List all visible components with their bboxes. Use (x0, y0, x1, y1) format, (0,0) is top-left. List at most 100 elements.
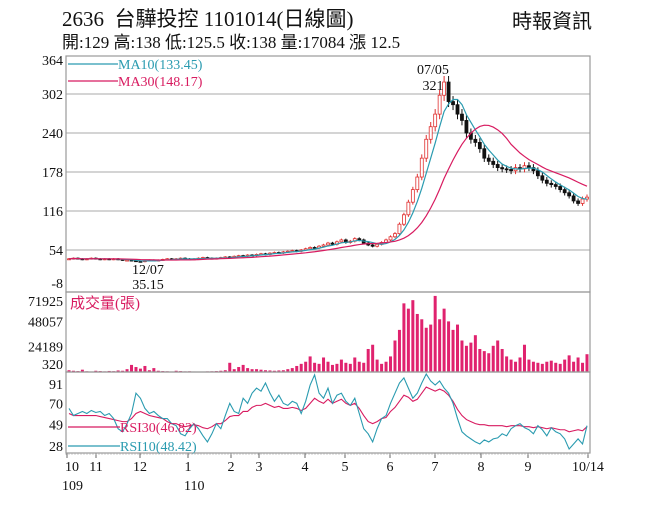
candle-body (576, 200, 580, 204)
month-label: 4 (302, 460, 309, 475)
candle-body (370, 244, 375, 247)
volume-tick-label: 71925 (28, 295, 63, 310)
volume-bar (290, 368, 294, 372)
candle-body (451, 101, 455, 106)
volume-bar (80, 369, 84, 372)
volume-bar (460, 340, 464, 372)
volume-bar (531, 361, 535, 372)
candle-body (406, 201, 411, 216)
candle-body (433, 113, 438, 128)
volume-bar (228, 362, 232, 372)
price-tick-label: 364 (42, 54, 63, 69)
volume-bar (326, 361, 330, 372)
price-tick-label: 302 (42, 88, 63, 103)
month-label: 5 (342, 460, 349, 475)
volume-bar (456, 324, 459, 372)
volume-bar (429, 324, 433, 372)
volume-bar (348, 363, 352, 372)
price-tick-label: 178 (42, 166, 63, 181)
volume-bar (219, 370, 223, 372)
quote-summary: 開:129 高:138 低:125.5 收:138 量:17084 漲 12.5 (62, 33, 400, 52)
volume-bar (152, 368, 156, 372)
ma10-legend: MA10(133.45) (118, 58, 203, 73)
volume-bar (335, 363, 339, 372)
candle-body (527, 165, 531, 168)
rsi-tick-label: 91 (49, 378, 63, 393)
volume-bar (237, 367, 241, 372)
rsi10-legend: RSI10(48.42) (120, 440, 197, 455)
rsi-tick-label: 70 (49, 397, 63, 412)
candle-body (415, 176, 420, 191)
candle-body (388, 236, 393, 241)
volume-bar (246, 368, 250, 372)
rsi-tick-label: 49 (49, 419, 63, 434)
volume-bar (121, 370, 125, 372)
candle-body (477, 142, 482, 150)
volume-bar (558, 363, 562, 372)
candle-body (357, 238, 362, 241)
volume-bar (402, 303, 406, 372)
high-value-label: 321 (423, 79, 444, 94)
candle-body (402, 214, 406, 225)
volume-bar (509, 359, 513, 372)
month-label: 2 (228, 460, 235, 475)
candle-body (437, 94, 442, 115)
volume-bar (482, 351, 486, 372)
year-label: 110 (184, 479, 204, 494)
volume-bar (572, 361, 576, 372)
volume-bar (313, 362, 317, 372)
rsi30-line (68, 386, 588, 433)
volume-bar (67, 370, 71, 372)
volume-bar (424, 327, 428, 372)
candle-body (486, 157, 491, 162)
volume-bar (174, 370, 178, 372)
candle-body (509, 169, 513, 172)
low-value-label: 35.15 (132, 278, 164, 293)
price-tick-label: 240 (42, 127, 63, 142)
month-label: 12 (133, 460, 147, 475)
candle-body (410, 189, 415, 203)
volume-bar (322, 357, 326, 372)
rsi-panel-frame (65, 371, 591, 454)
volume-bar (286, 369, 290, 372)
volume-bar (380, 363, 384, 372)
volume-bar (433, 295, 437, 372)
volume-bar (522, 344, 526, 372)
volume-bar (339, 359, 343, 372)
candle-body (393, 233, 397, 238)
volume-bar (545, 361, 549, 372)
candle-body (428, 126, 433, 140)
volume-bar (272, 370, 276, 372)
volume-bar (308, 356, 312, 372)
volume-bar (585, 354, 589, 372)
volume-bar (411, 300, 415, 372)
year-label: 109 (62, 479, 83, 494)
volume-bar (451, 329, 455, 372)
volume-bar (232, 369, 236, 372)
candle-body (500, 167, 505, 170)
candle-body (544, 179, 549, 184)
volume-bar (500, 348, 504, 372)
volume-bar (567, 355, 571, 372)
volume-bar (469, 342, 473, 372)
volume-bar (71, 370, 75, 372)
month-label: 10/14 (572, 460, 604, 475)
candle-body (580, 198, 585, 204)
high-date-label: 07/05 (417, 63, 449, 78)
month-label: 8 (478, 460, 485, 475)
volume-label: 成交量(張) (70, 294, 140, 312)
candle-body (375, 243, 380, 247)
volume-bar (366, 348, 370, 372)
volume-bar (362, 362, 366, 372)
volume-bar (223, 370, 227, 372)
rsi10-line (68, 372, 588, 451)
volume-bar (116, 370, 120, 372)
month-label: 3 (256, 460, 263, 475)
candle-body (553, 184, 558, 187)
price-tick-label: -8 (51, 277, 63, 292)
volume-bar (295, 365, 299, 372)
volume-bar (518, 357, 522, 372)
month-label: 1 (185, 460, 192, 475)
candle-body (558, 186, 563, 191)
